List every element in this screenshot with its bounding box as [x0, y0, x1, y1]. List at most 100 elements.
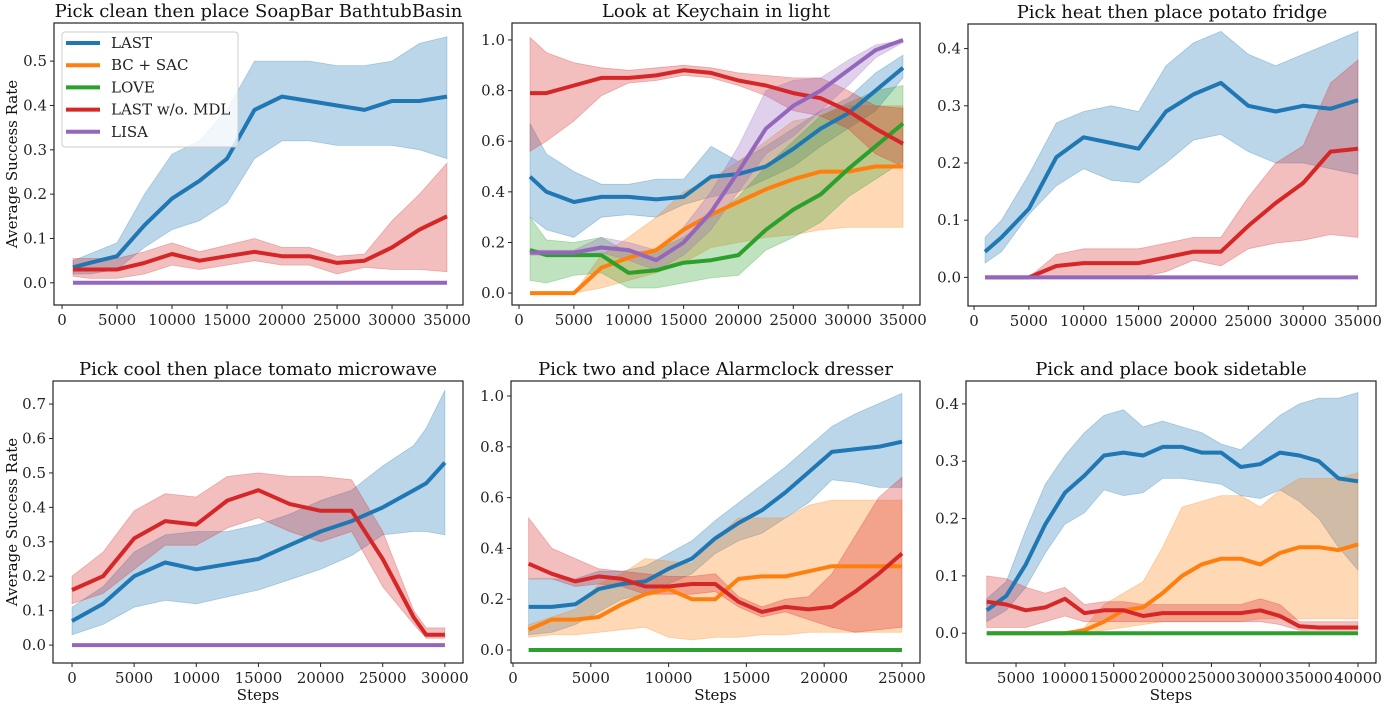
x-tick-label: 5000 — [997, 669, 1035, 687]
y-tick-label: 0.2 — [937, 154, 961, 172]
subplot-title: Pick heat then place potato fridge — [1017, 2, 1328, 23]
y-tick-label: 0.5 — [22, 464, 46, 482]
y-tick-label: 0.3 — [935, 452, 959, 470]
plot-area — [71, 390, 447, 648]
y-tick-label: 0.8 — [480, 438, 504, 456]
x-tick-label: 25000 — [359, 669, 407, 687]
y-tick-label: 0.0 — [22, 636, 46, 654]
x-tick-label: 10000 — [148, 311, 196, 329]
y-tick-label: 0.3 — [22, 533, 46, 551]
y-tick-label: 0.2 — [23, 185, 47, 203]
band-last-w-o-mdl — [986, 575, 1359, 631]
x-tick-label: 15000 — [203, 311, 251, 329]
legend-label: LOVE — [111, 78, 155, 96]
legend-label: BC + SAC — [111, 56, 188, 74]
line-last-w-o-mdl — [527, 551, 904, 614]
x-tick-label: 0 — [67, 669, 77, 687]
x-tick-label: 20000 — [297, 669, 345, 687]
x-tick-label: 0 — [57, 311, 67, 329]
x-tick-label: 30000 — [824, 311, 872, 329]
subplot-title: Pick cool then place tomato microwave — [79, 359, 437, 380]
y-tick-label: 0.2 — [481, 233, 505, 251]
y-tick-label: 0.7 — [22, 395, 46, 413]
y-tick-label: 0.8 — [481, 82, 505, 100]
y-tick-label: 0.6 — [22, 430, 46, 448]
y-tick-label: 0.0 — [481, 284, 505, 302]
line-last — [985, 444, 1359, 612]
y-tick-label: 0.4 — [480, 539, 504, 557]
axes-frame — [510, 380, 921, 664]
y-tick-label: 0.4 — [937, 40, 961, 58]
band-last-w-o-mdl — [72, 162, 448, 279]
x-tick-label: 5000 — [115, 669, 153, 687]
legend: LAST BC + SAC LOVE LAST w/o. MDL LISA — [61, 31, 239, 148]
y-axis-label: Average Success Rate — [3, 80, 21, 249]
x-tick-label: 30000 — [368, 311, 416, 329]
y-tick-label: 0.3 — [937, 97, 961, 115]
subplot-6: 5000 10000 15000 20000 25000 30000 35000 40000 0… — [935, 359, 1382, 704]
line-last-w-o-mdl — [530, 68, 904, 146]
subplot-3: 0 5000 10000 15000 20000 25000 30000 35000 0.0 0.… — [937, 2, 1382, 330]
legend-item: LAST — [66, 34, 152, 52]
band-last — [984, 30, 1359, 264]
line-last — [528, 439, 903, 609]
legend-item: BC + SAC — [66, 56, 188, 74]
legend-frame — [61, 31, 239, 148]
x-tick-label: 30000 — [421, 669, 469, 687]
y-tick-label: 0.1 — [937, 211, 961, 229]
y-tick-label: 0.6 — [481, 132, 505, 150]
legend-label: LISA — [111, 123, 148, 141]
x-tick-label: 0 — [969, 312, 979, 330]
x-tick-label: 25000 — [769, 311, 817, 329]
y-axis-label: Average Success Rate — [3, 438, 21, 607]
y-tick-label: 0.2 — [480, 590, 504, 608]
y-tick-label: 0.1 — [935, 567, 959, 585]
plot-area — [72, 36, 448, 285]
subplot-4: 0 5000 10000 15000 20000 25000 30000 0.0 0.1 0.2 0… — [3, 359, 469, 704]
x-tick-label: 15000 — [723, 669, 771, 687]
y-tick-label: 0.0 — [937, 268, 961, 286]
x-tick-label: 5000 — [572, 669, 610, 687]
axes-frame — [53, 22, 464, 306]
x-tick-label: 20000 — [715, 311, 763, 329]
line-last — [983, 80, 1359, 254]
line-lisa — [530, 38, 904, 263]
subplot-title: Look at Keychain in light — [602, 1, 831, 22]
line-last-w-o-mdl — [986, 596, 1358, 630]
x-tick-label: 40000 — [1334, 669, 1382, 687]
y-tick-label: 0.1 — [22, 602, 46, 620]
legend-item: LISA — [66, 123, 148, 141]
subplot-title: Pick and place book sidetable — [1035, 359, 1307, 380]
legend-label: LAST w/o. MDL — [111, 101, 230, 119]
subplot-1: 0 5000 10000 15000 20000 25000 30000 35000 0.0 0.… — [3, 1, 471, 329]
x-tick-label: 0 — [508, 669, 518, 687]
x-tick-label: 10000 — [172, 669, 220, 687]
subplot-2: 0 5000 10000 15000 20000 25000 30000 35000 0.0 0.… — [481, 1, 927, 329]
plot-area — [983, 30, 1359, 280]
axes-frame — [965, 380, 1377, 664]
subplot-title: Pick two and place Alarmclock dresser — [538, 359, 893, 380]
x-tick-label: 35000 — [1285, 669, 1333, 687]
plot-area — [528, 36, 905, 296]
y-tick-label: 0.2 — [22, 567, 46, 585]
y-tick-label: 0.6 — [480, 489, 504, 507]
x-tick-label: 30000 — [1236, 669, 1284, 687]
y-tick-label: 0.1 — [23, 229, 47, 247]
subplot-title: Pick clean then place SoapBar BathtubBas… — [55, 1, 463, 22]
y-tick-label: 0.5 — [23, 52, 47, 70]
legend-label: LAST — [111, 34, 152, 52]
y-tick-label: 0.4 — [481, 183, 505, 201]
x-tick-label: 10000 — [645, 669, 693, 687]
legend-item: LOVE — [66, 78, 155, 96]
y-tick-label: 1.0 — [480, 387, 504, 405]
band-last — [529, 54, 904, 238]
line-bc-sac — [527, 564, 902, 632]
axes-frame — [511, 22, 921, 306]
line-last-w-o-mdl — [985, 146, 1359, 280]
band-last-w-o-mdl — [528, 476, 903, 633]
x-tick-label: 35000 — [879, 311, 927, 329]
line-last-w-o-mdl — [71, 488, 445, 637]
x-tick-label: 10000 — [605, 311, 653, 329]
subplot-5: 0 5000 10000 15000 20000 25000 0.0 0.2 0.4 0.6 0.8… — [480, 359, 926, 704]
